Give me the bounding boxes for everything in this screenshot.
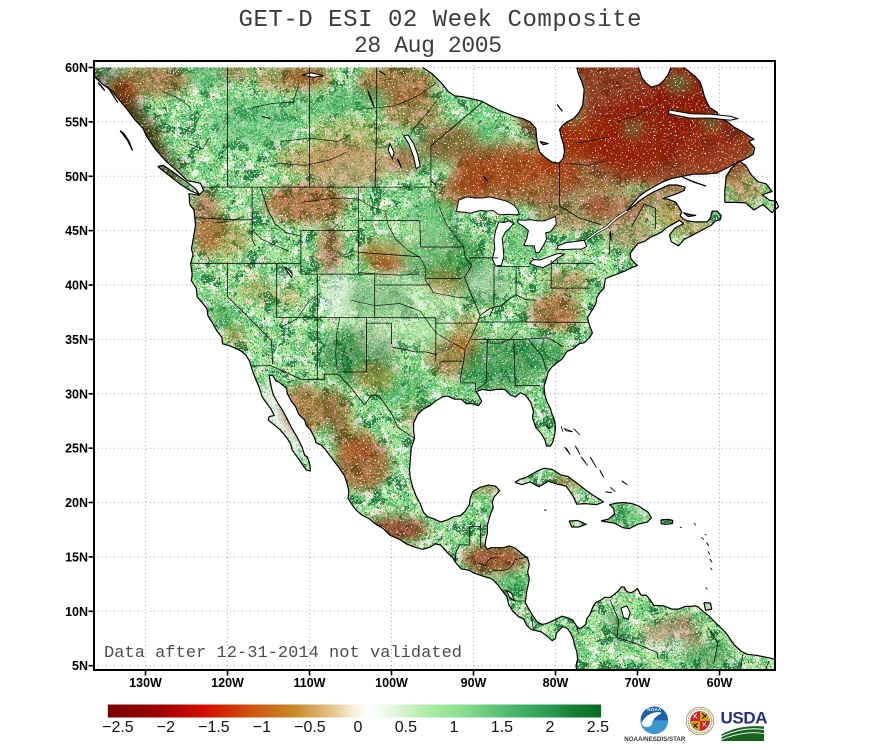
svg-text:2: 2 [545, 719, 554, 736]
svg-text:120W: 120W [211, 676, 244, 690]
svg-text:−1: −1 [253, 719, 271, 736]
svg-text:5N: 5N [72, 659, 88, 673]
svg-text:45N: 45N [65, 224, 88, 238]
svg-text:15N: 15N [65, 550, 88, 564]
svg-text:−0.5: −0.5 [294, 719, 326, 736]
svg-text:90W: 90W [461, 676, 487, 690]
svg-text:2.5: 2.5 [587, 719, 609, 736]
svg-text:NOAA/NESDIS/STAR: NOAA/NESDIS/STAR [624, 736, 686, 743]
svg-text:GET-D ESI 02 Week Composite: GET-D ESI 02 Week Composite [239, 7, 642, 34]
svg-text:55N: 55N [65, 115, 88, 129]
svg-text:−1.5: −1.5 [198, 719, 230, 736]
svg-text:80W: 80W [543, 676, 569, 690]
svg-text:−2: −2 [157, 719, 175, 736]
svg-text:28 Aug 2005: 28 Aug 2005 [354, 33, 502, 59]
svg-text:1: 1 [449, 719, 458, 736]
svg-text:NOAA: NOAA [647, 707, 662, 712]
svg-text:110W: 110W [294, 676, 326, 690]
svg-text:100W: 100W [375, 676, 408, 690]
svg-text:70W: 70W [625, 676, 651, 690]
svg-text:10N: 10N [65, 605, 88, 619]
svg-text:−2.5: −2.5 [102, 719, 134, 736]
svg-text:60N: 60N [65, 61, 88, 75]
svg-text:USDA: USDA [721, 709, 768, 728]
svg-text:60W: 60W [707, 676, 733, 690]
svg-text:30N: 30N [65, 387, 88, 401]
svg-text:25N: 25N [65, 442, 88, 456]
svg-text:50N: 50N [65, 170, 88, 184]
svg-text:40N: 40N [65, 279, 88, 293]
svg-text:20N: 20N [65, 496, 88, 510]
svg-text:35N: 35N [65, 333, 88, 347]
svg-text:1.5: 1.5 [491, 719, 513, 736]
svg-text:Data after 12-31-2014 not vali: Data after 12-31-2014 not validated [104, 644, 462, 663]
svg-text:0: 0 [353, 719, 362, 736]
svg-text:0.5: 0.5 [395, 719, 417, 736]
svg-text:130W: 130W [129, 676, 162, 690]
